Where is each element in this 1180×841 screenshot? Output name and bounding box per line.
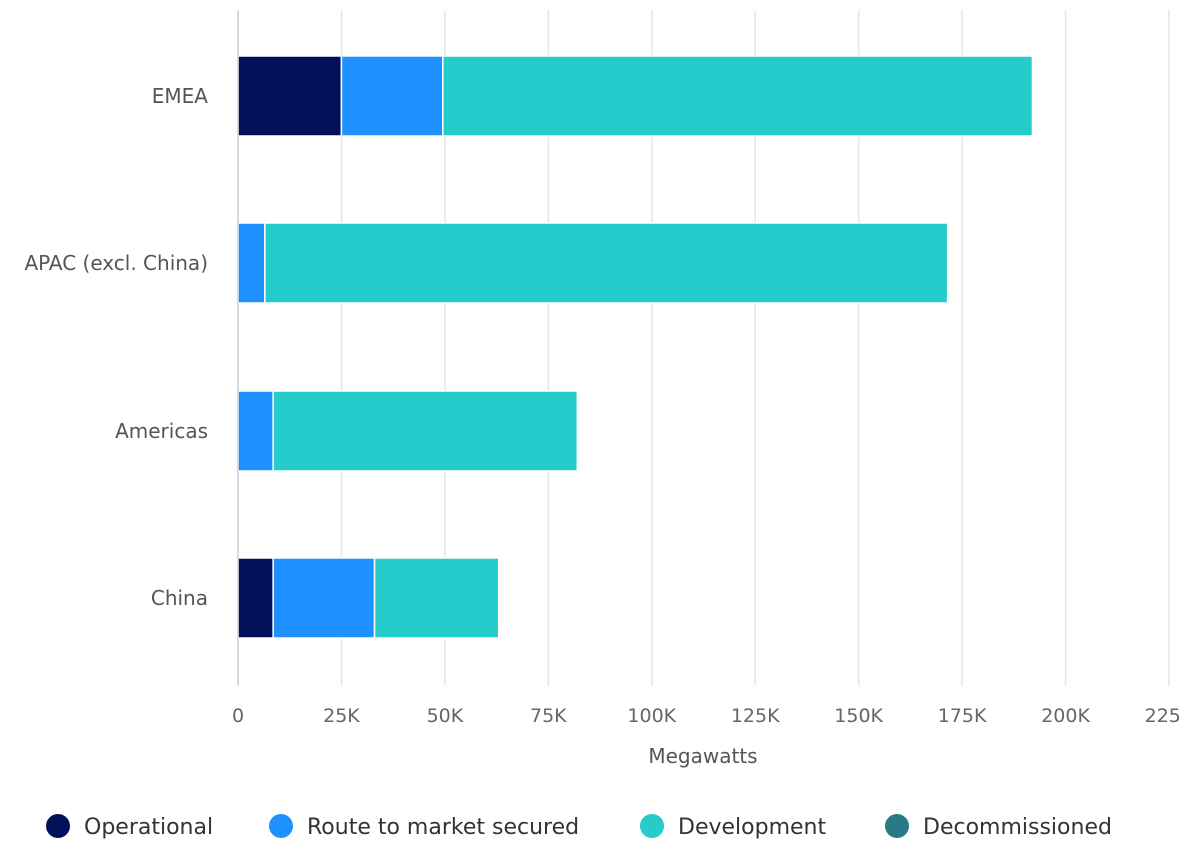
bars [237,55,1034,639]
bar-segment[interactable] [272,557,376,639]
legend-marker [46,814,70,838]
legend-marker [269,814,293,838]
legend-item[interactable]: Operational [46,814,213,840]
bar-segment[interactable] [373,557,500,639]
x-tick-label: 50K [427,705,464,727]
x-tick-label: 100K [627,705,676,727]
bar-segment[interactable] [237,55,343,137]
x-tick-label: 75K [530,705,567,727]
x-tick-label: 125K [731,705,780,727]
legend[interactable]: Operational Route to market secured Develo… [46,814,1112,840]
bar-segment[interactable] [340,55,444,137]
x-axis-title: Megawatts [648,744,757,768]
bar-segment[interactable] [272,390,579,472]
y-axis: EMEA APAC (excl. China) Americas China [24,10,239,686]
legend-label: Operational [84,815,213,840]
y-category-label: APAC (excl. China) [24,251,208,275]
x-tick-label: 225K [1145,705,1180,727]
legend-item[interactable]: Decommissioned [885,814,1112,840]
bar-segment[interactable] [264,222,949,304]
x-tick-label: 175K [938,705,987,727]
y-category-label: EMEA [152,84,209,108]
bar-segment[interactable] [237,557,274,639]
x-tick-label: 25K [323,705,360,727]
y-category-label: Americas [115,419,208,443]
legend-marker [885,814,909,838]
legend-item[interactable]: Route to market secured [269,814,579,840]
y-category-label: China [151,586,208,610]
legend-item[interactable]: Development [640,814,826,840]
legend-label: Decommissioned [923,815,1112,840]
x-tick-label: 0 [232,705,244,727]
x-tick-label: 150K [834,705,883,727]
bar-segment[interactable] [237,222,266,304]
x-tick-label: 200K [1041,705,1090,727]
x-axis: 0 25K 50K 75K 100K 125K 150K 175K 200K 225K [232,705,1180,727]
bar-segment[interactable] [237,390,274,472]
legend-marker [640,814,664,838]
bar-segment[interactable] [442,55,1034,137]
legend-label: Development [678,815,826,840]
legend-label: Route to market secured [307,815,579,840]
